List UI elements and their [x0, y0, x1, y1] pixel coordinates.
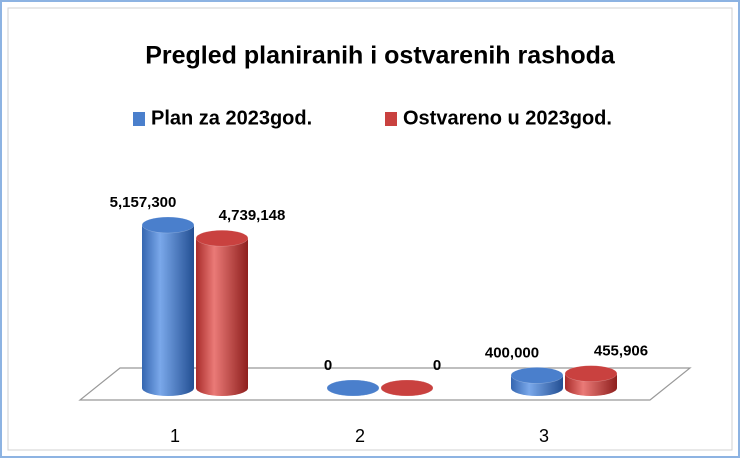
bar-cap	[564, 365, 618, 382]
plot-border	[7, 7, 733, 451]
legend-label: Plan za 2023god.	[151, 107, 312, 129]
legend-swatch	[385, 112, 397, 126]
legend-swatch	[133, 112, 145, 126]
x-tick-label: 1	[170, 426, 180, 446]
bar-cap	[380, 379, 434, 397]
chart-title: Pregled planiranih i ostvarenih rashoda	[145, 42, 616, 70]
bar	[196, 238, 248, 388]
value-label: 400,000	[485, 344, 539, 361]
x-tick-label: 2	[355, 426, 365, 446]
value-label: 0	[433, 357, 441, 374]
x-tick-label: 3	[539, 426, 549, 446]
value-label: 5,157,300	[110, 194, 177, 211]
bar-cap	[195, 229, 249, 247]
bar	[142, 225, 194, 388]
value-label: 455,906	[594, 343, 648, 360]
value-label: 0	[324, 357, 332, 374]
value-label: 4,739,148	[219, 207, 286, 224]
legend-label: Ostvareno u 2023god.	[403, 107, 612, 129]
bar-cap	[510, 367, 564, 384]
bar-cap	[326, 379, 380, 397]
bar-cap	[141, 216, 195, 234]
